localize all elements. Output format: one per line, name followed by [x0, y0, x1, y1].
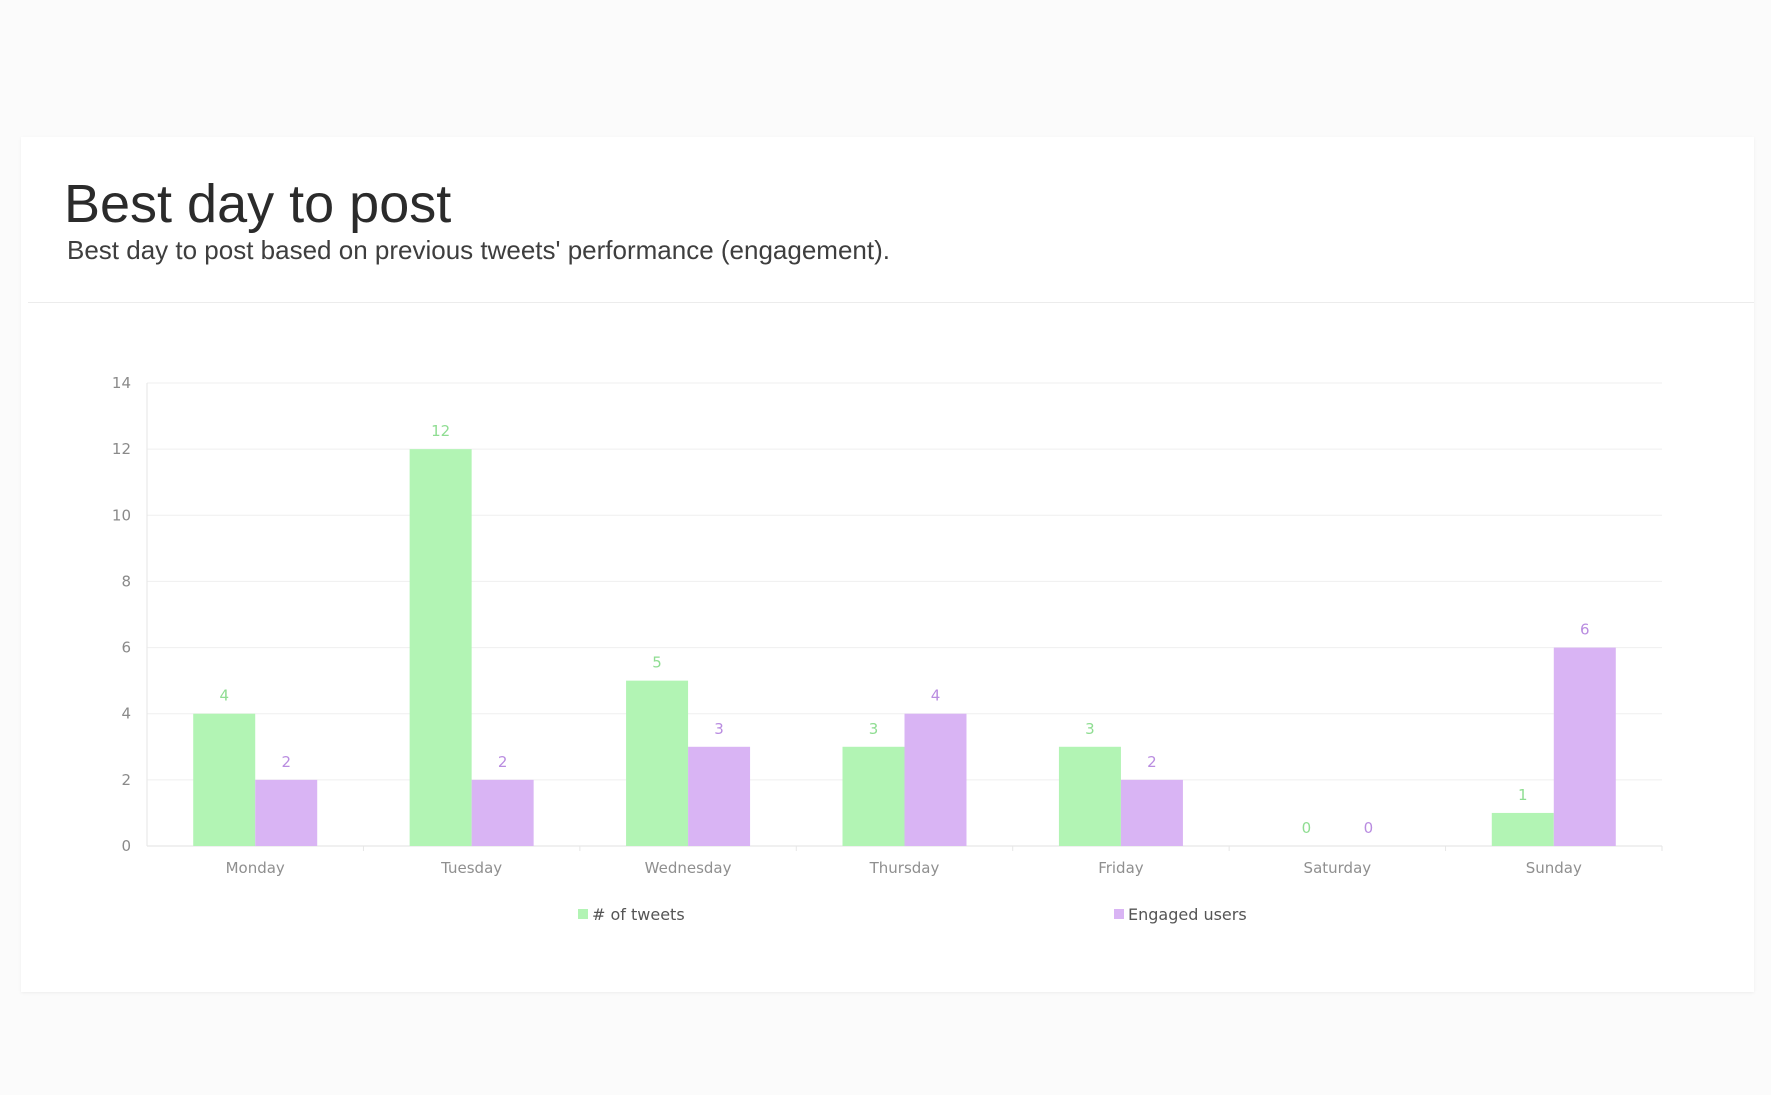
bar[interactable]	[842, 746, 905, 846]
legend-label: # of tweets	[592, 905, 685, 924]
bar[interactable]	[1553, 647, 1616, 846]
data-label: 3	[1085, 720, 1095, 738]
legend-item[interactable]: Engaged users	[1114, 905, 1247, 924]
chart-card: Best day to post Best day to post based …	[21, 137, 1754, 992]
data-label: 1	[1518, 786, 1528, 804]
x-axis: Monday Tuesday Wednesday Thursday Friday Satu…	[226, 846, 1663, 877]
x-tick-label: Monday	[226, 859, 285, 877]
data-label: 2	[281, 753, 291, 771]
data-label: 12	[431, 422, 450, 440]
bar[interactable]	[255, 779, 318, 846]
x-tick-label: Friday	[1098, 859, 1144, 877]
y-tick-label: 4	[121, 705, 131, 723]
x-tick-label: Wednesday	[645, 859, 732, 877]
y-tick-label: 14	[112, 374, 131, 392]
data-label: 5	[652, 654, 662, 672]
y-tick-label: 0	[121, 837, 131, 855]
chart-bars	[193, 449, 1616, 846]
data-label: 0	[1302, 819, 1312, 837]
bar[interactable]	[1120, 779, 1183, 846]
y-tick-label: 10	[112, 506, 131, 524]
data-label: 4	[219, 687, 229, 705]
data-label: 2	[498, 753, 508, 771]
legend-label: Engaged users	[1128, 905, 1247, 924]
y-tick-label: 12	[112, 440, 131, 458]
data-label: 3	[714, 720, 724, 738]
page-title: Best day to post	[64, 174, 452, 234]
x-tick-label: Sunday	[1526, 859, 1582, 877]
y-axis: 0 2 4 6 8 10 12 14	[112, 374, 148, 855]
legend-swatch	[1114, 909, 1124, 919]
legend-item[interactable]: # of tweets	[578, 905, 685, 924]
chart-legend[interactable]: # of tweets Engaged users	[578, 905, 1247, 924]
bar[interactable]	[1058, 746, 1121, 846]
x-tick-label: Saturday	[1304, 859, 1372, 877]
bar[interactable]	[409, 449, 472, 846]
bar[interactable]	[1491, 812, 1554, 846]
page-subtitle: Best day to post based on previous tweet…	[67, 235, 890, 265]
x-tick-label: Tuesday	[440, 859, 502, 877]
y-tick-label: 8	[121, 572, 131, 590]
bar[interactable]	[688, 746, 751, 846]
data-label: 4	[931, 687, 941, 705]
x-tick-label: Thursday	[869, 859, 940, 877]
data-label: 6	[1580, 621, 1590, 639]
bar[interactable]	[471, 779, 534, 846]
chart-gridlines	[147, 382, 1662, 847]
data-label: 0	[1364, 819, 1374, 837]
legend-swatch	[578, 909, 588, 919]
bar[interactable]	[193, 713, 256, 846]
bar[interactable]	[904, 713, 967, 846]
y-tick-label: 2	[121, 771, 131, 789]
data-label: 3	[869, 720, 879, 738]
y-tick-label: 6	[121, 639, 131, 657]
header-divider	[28, 302, 1754, 303]
data-label: 2	[1147, 753, 1157, 771]
bar[interactable]	[626, 680, 689, 846]
